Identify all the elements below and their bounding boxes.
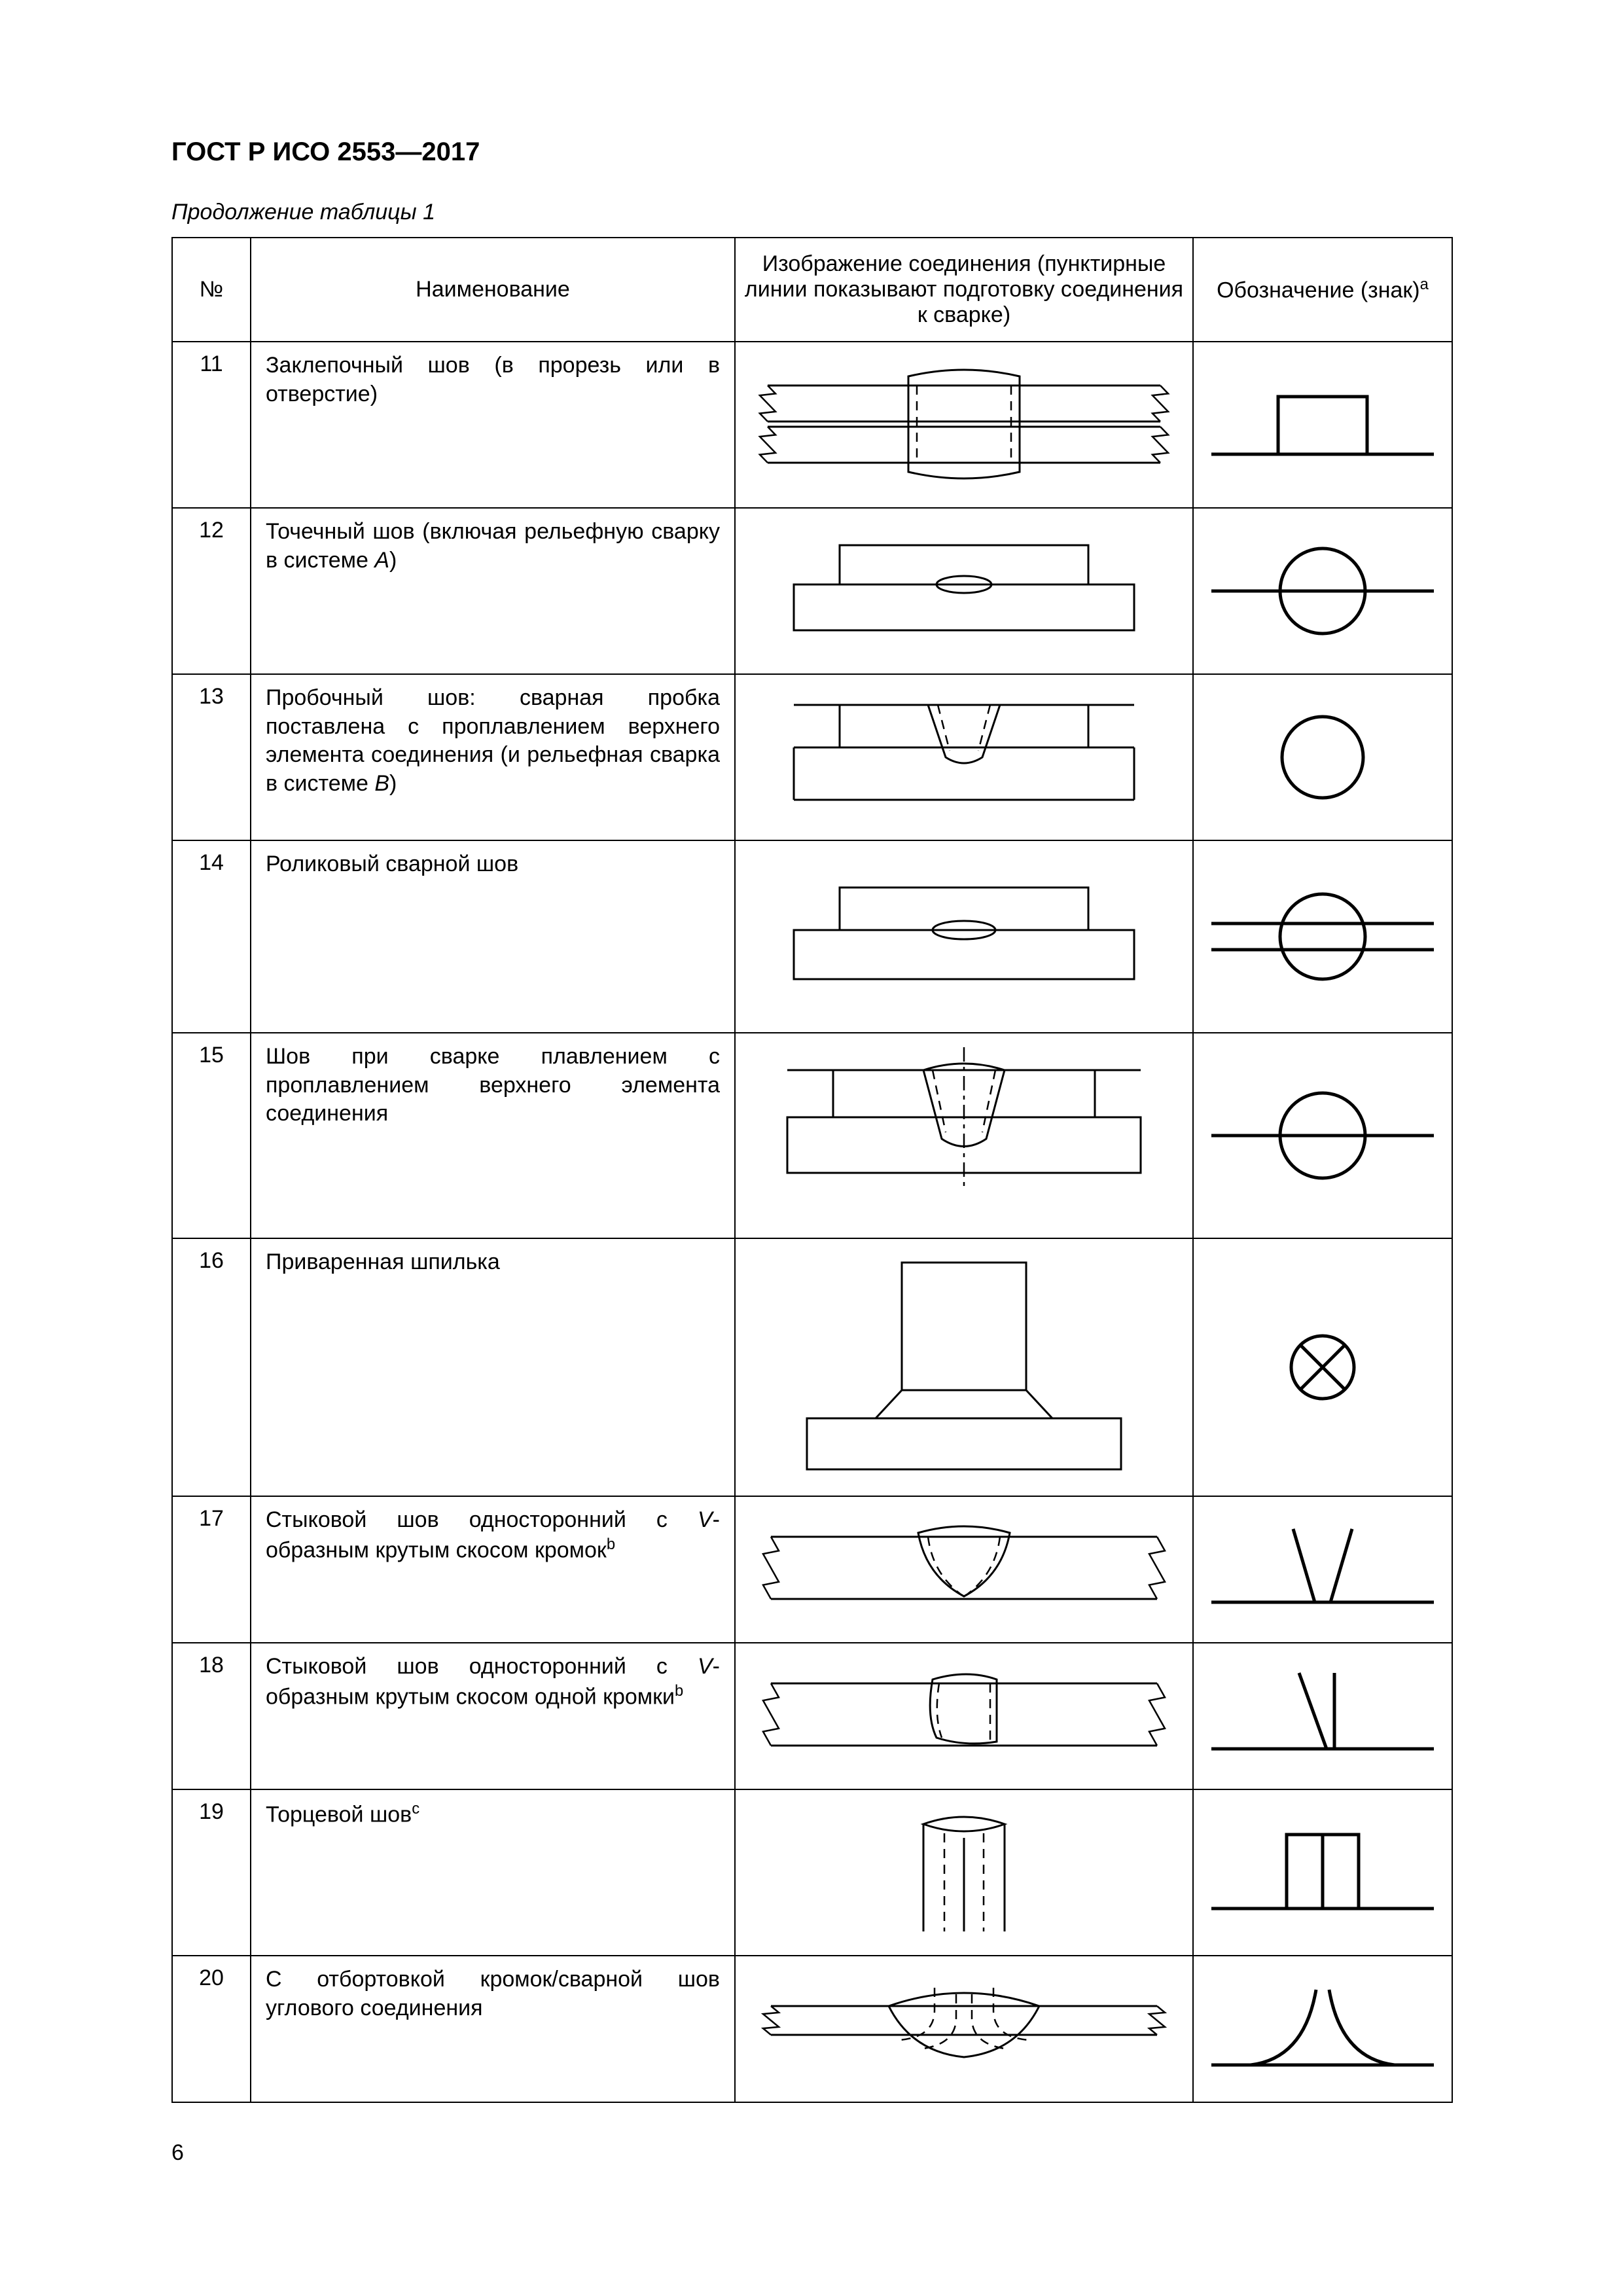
row-number: 20 <box>172 1956 251 2102</box>
row-illustration <box>735 342 1193 508</box>
row-number: 14 <box>172 840 251 1033</box>
row-name: Шов при сварке плавлением с проплавление… <box>251 1033 735 1238</box>
row-name: Приваренная шпилька <box>251 1238 735 1496</box>
table-row: 15 Шов при сварке плавлением с проплавле… <box>172 1033 1452 1238</box>
table-header-row: № Наименование Изображение соединения (п… <box>172 238 1452 342</box>
row-illustration <box>735 1643 1193 1789</box>
col-num: № <box>172 238 251 342</box>
table-row: 17 Стыковой шов односторонний с V-образн… <box>172 1496 1452 1643</box>
row-name: Пробочный шов: сварная пробка поставлена… <box>251 674 735 840</box>
table-row: 16 Приваренная шпилька <box>172 1238 1452 1496</box>
row-symbol <box>1193 1496 1452 1643</box>
row-number: 18 <box>172 1643 251 1789</box>
row-illustration <box>735 1956 1193 2102</box>
table-row: 19 Торцевой шовc <box>172 1789 1452 1956</box>
row-symbol <box>1193 1238 1452 1496</box>
table-row: 14 Роликовый сварной шов <box>172 840 1452 1033</box>
row-symbol <box>1193 1033 1452 1238</box>
col-symbol: Обозначение (знак)a <box>1193 238 1452 342</box>
col-illustration: Изображение соединения (пунктирные линии… <box>735 238 1193 342</box>
table-row: 20 С отбортовкой кромок/сварной шов угло… <box>172 1956 1452 2102</box>
table-row: 11 Заклепочный шов (в прорезь или в отве… <box>172 342 1452 508</box>
row-name: Роликовый сварной шов <box>251 840 735 1033</box>
row-symbol <box>1193 674 1452 840</box>
weld-symbols-table: № Наименование Изображение соединения (п… <box>171 237 1453 2103</box>
row-number: 15 <box>172 1033 251 1238</box>
row-illustration <box>735 1238 1193 1496</box>
row-symbol <box>1193 1643 1452 1789</box>
row-symbol <box>1193 1789 1452 1956</box>
row-illustration <box>735 1496 1193 1643</box>
row-number: 17 <box>172 1496 251 1643</box>
row-number: 19 <box>172 1789 251 1956</box>
row-symbol <box>1193 1956 1452 2102</box>
row-name: Точечный шов (включая рельефную сварку в… <box>251 508 735 674</box>
row-name: Заклепочный шов (в прорезь или в отверст… <box>251 342 735 508</box>
row-illustration <box>735 840 1193 1033</box>
row-illustration <box>735 674 1193 840</box>
row-symbol <box>1193 342 1452 508</box>
col-name: Наименование <box>251 238 735 342</box>
table-continuation: Продолжение таблицы 1 <box>171 200 1452 225</box>
row-number: 11 <box>172 342 251 508</box>
row-name: Стыковой шов односторонний с V-образным … <box>251 1643 735 1789</box>
row-number: 13 <box>172 674 251 840</box>
row-illustration <box>735 508 1193 674</box>
row-symbol <box>1193 840 1452 1033</box>
row-illustration <box>735 1033 1193 1238</box>
row-illustration <box>735 1789 1193 1956</box>
row-number: 16 <box>172 1238 251 1496</box>
table-row: 18 Стыковой шов односторонний с V-образн… <box>172 1643 1452 1789</box>
standard-title: ГОСТ Р ИСО 2553—2017 <box>171 137 1452 167</box>
row-name: С отбортовкой кромок/сварной шов угловог… <box>251 1956 735 2102</box>
row-symbol <box>1193 508 1452 674</box>
row-number: 12 <box>172 508 251 674</box>
page-number: 6 <box>171 2140 184 2166</box>
table-row: 13 Пробочный шов: сварная пробка поставл… <box>172 674 1452 840</box>
row-name: Стыковой шов односторонний с V-образным … <box>251 1496 735 1643</box>
table-row: 12 Точечный шов (включая рельефную сварк… <box>172 508 1452 674</box>
row-name: Торцевой шовc <box>251 1789 735 1956</box>
